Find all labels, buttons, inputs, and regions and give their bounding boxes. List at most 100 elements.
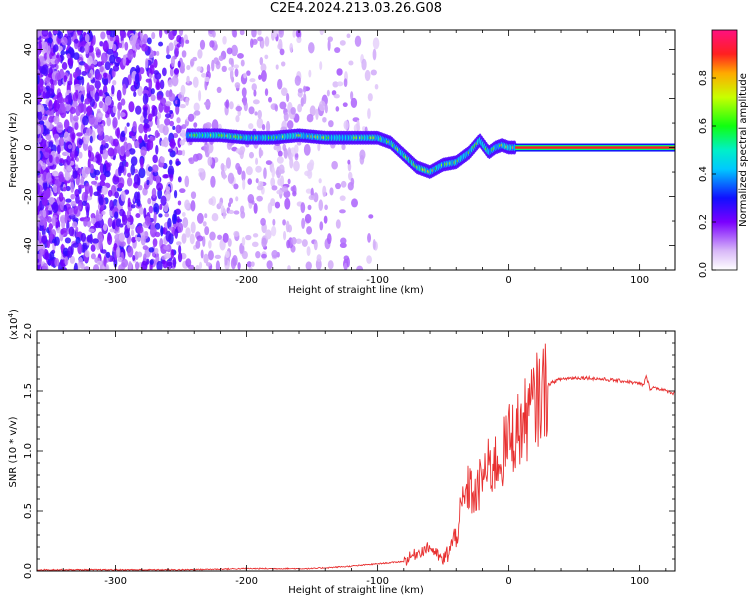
spectrogram-cell bbox=[102, 265, 106, 270]
spectrogram-cell bbox=[129, 35, 137, 46]
spectrogram-cell bbox=[60, 201, 65, 211]
spectrogram-cell bbox=[142, 187, 148, 196]
spectrogram-cell bbox=[65, 185, 71, 192]
spectrogram-cell bbox=[207, 156, 213, 167]
spectrogram-cell bbox=[211, 213, 219, 222]
spectrogram-cell bbox=[204, 226, 210, 236]
spectrogram-cell bbox=[347, 159, 351, 165]
spectrogram-cell bbox=[73, 205, 78, 215]
snr-frame bbox=[36, 330, 676, 572]
spectrogram-cell bbox=[94, 169, 101, 176]
spectrogram-cell bbox=[95, 48, 102, 58]
spectrogram-cell bbox=[83, 102, 87, 115]
spectrogram-cell bbox=[205, 262, 212, 267]
spectrogram-cell bbox=[57, 45, 63, 52]
tone-band-core bbox=[515, 146, 675, 149]
spectrogram-cell bbox=[248, 266, 253, 270]
spectrogram-cell bbox=[134, 72, 140, 85]
spectrogram-cell bbox=[87, 55, 93, 67]
spectrogram-cell bbox=[336, 68, 343, 76]
spectrogram-cell bbox=[225, 157, 232, 169]
spectrogram-cell bbox=[181, 233, 187, 244]
spectrogram-cell bbox=[75, 226, 79, 233]
spectrogram-cell bbox=[100, 144, 104, 151]
spectrogram-cell bbox=[234, 82, 241, 89]
spectrogram-cell bbox=[71, 221, 78, 229]
spectrogram-cell bbox=[240, 59, 245, 67]
spectrogram-cell bbox=[233, 64, 240, 69]
spectrogram-cell bbox=[241, 236, 246, 247]
spectrogram-cell bbox=[147, 37, 152, 45]
spectrogram-cell bbox=[42, 180, 48, 191]
spectrogram-cell bbox=[179, 139, 185, 146]
spectrogram-cell bbox=[105, 251, 111, 259]
spectrogram-cell bbox=[143, 118, 149, 125]
spectrogram-cell bbox=[37, 30, 41, 38]
spectrogram-cell bbox=[326, 233, 332, 245]
spectrogram-cell bbox=[201, 73, 207, 78]
spectrogram-cell bbox=[128, 101, 135, 113]
spectrogram-cell bbox=[216, 86, 222, 94]
spectrogram-cell bbox=[111, 84, 115, 95]
spectrogram-cell bbox=[74, 83, 81, 90]
spectrogram-cell bbox=[226, 47, 233, 55]
spectrogram-cell bbox=[98, 193, 103, 205]
spectrogram-cell bbox=[159, 203, 163, 211]
spectrogram-cell bbox=[254, 111, 258, 116]
spectrogram-cell bbox=[41, 30, 49, 37]
spectrogram-cell bbox=[37, 74, 40, 85]
spectrogram-cell bbox=[151, 187, 157, 199]
spectrogram-cell bbox=[264, 88, 269, 96]
spectrogram-x-ticks: -300 -200 -100 0 100 bbox=[36, 30, 667, 286]
spectrogram-cell bbox=[309, 105, 316, 117]
spectrogram-cell bbox=[61, 36, 68, 46]
spectrogram-cell bbox=[167, 217, 172, 230]
spectrogram-cell bbox=[176, 241, 182, 246]
spectrogram-cell bbox=[169, 174, 174, 179]
spectrogram-cell bbox=[374, 83, 379, 90]
spectrogram-cell bbox=[41, 162, 47, 171]
spectrogram-cell bbox=[192, 76, 199, 88]
spectrogram-cell bbox=[168, 31, 175, 41]
spectrogram-cell bbox=[53, 115, 60, 125]
spectrogram-cell bbox=[77, 184, 85, 189]
spectrogram-cell bbox=[322, 185, 327, 198]
spectrogram-cell bbox=[48, 222, 53, 232]
spectrogram-cell bbox=[140, 157, 144, 170]
x-tick-label: 100 bbox=[630, 275, 649, 286]
spectrogram-cell bbox=[106, 233, 113, 246]
spectrogram-cell bbox=[237, 262, 241, 270]
spectrogram-cell bbox=[150, 88, 155, 95]
spectrogram-cell bbox=[72, 100, 78, 108]
spectrogram-cell bbox=[135, 64, 140, 74]
spectrogram-cell bbox=[84, 182, 91, 195]
spectrogram-cell bbox=[327, 39, 331, 52]
spectrogram-cell bbox=[120, 98, 126, 106]
spectrogram-cell bbox=[361, 58, 367, 71]
spectrogram-cell bbox=[47, 37, 53, 44]
spectrogram-cell bbox=[228, 209, 235, 215]
spectrogram-cell bbox=[233, 183, 239, 190]
spectrogram-cell bbox=[271, 250, 279, 259]
spectrogram-cell bbox=[86, 234, 93, 243]
spectrogram-cell bbox=[339, 209, 346, 214]
spectrogram-cell bbox=[169, 159, 173, 166]
spectrogram-cell bbox=[181, 129, 186, 139]
spectrogram-cell bbox=[90, 244, 96, 252]
spectrogram-cell bbox=[109, 199, 114, 212]
spectrogram-cell bbox=[100, 31, 106, 40]
spectrogram-cell bbox=[152, 238, 158, 247]
spectrogram-cell bbox=[268, 96, 273, 103]
spectrogram-cell bbox=[68, 226, 75, 237]
spectrogram-cell bbox=[295, 238, 302, 244]
spectrogram-cell bbox=[140, 30, 144, 41]
spectrogram-cell bbox=[351, 198, 358, 208]
spectrogram-cell bbox=[122, 54, 127, 66]
spectrogram-cell bbox=[117, 101, 122, 112]
spectrogram-cell bbox=[164, 252, 172, 259]
spectrogram-cell bbox=[195, 264, 200, 270]
spectrogram-cell bbox=[37, 85, 41, 96]
spectrogram-cell bbox=[215, 260, 221, 270]
spectrogram-cell bbox=[42, 91, 46, 100]
spectrogram-cell bbox=[179, 188, 186, 194]
